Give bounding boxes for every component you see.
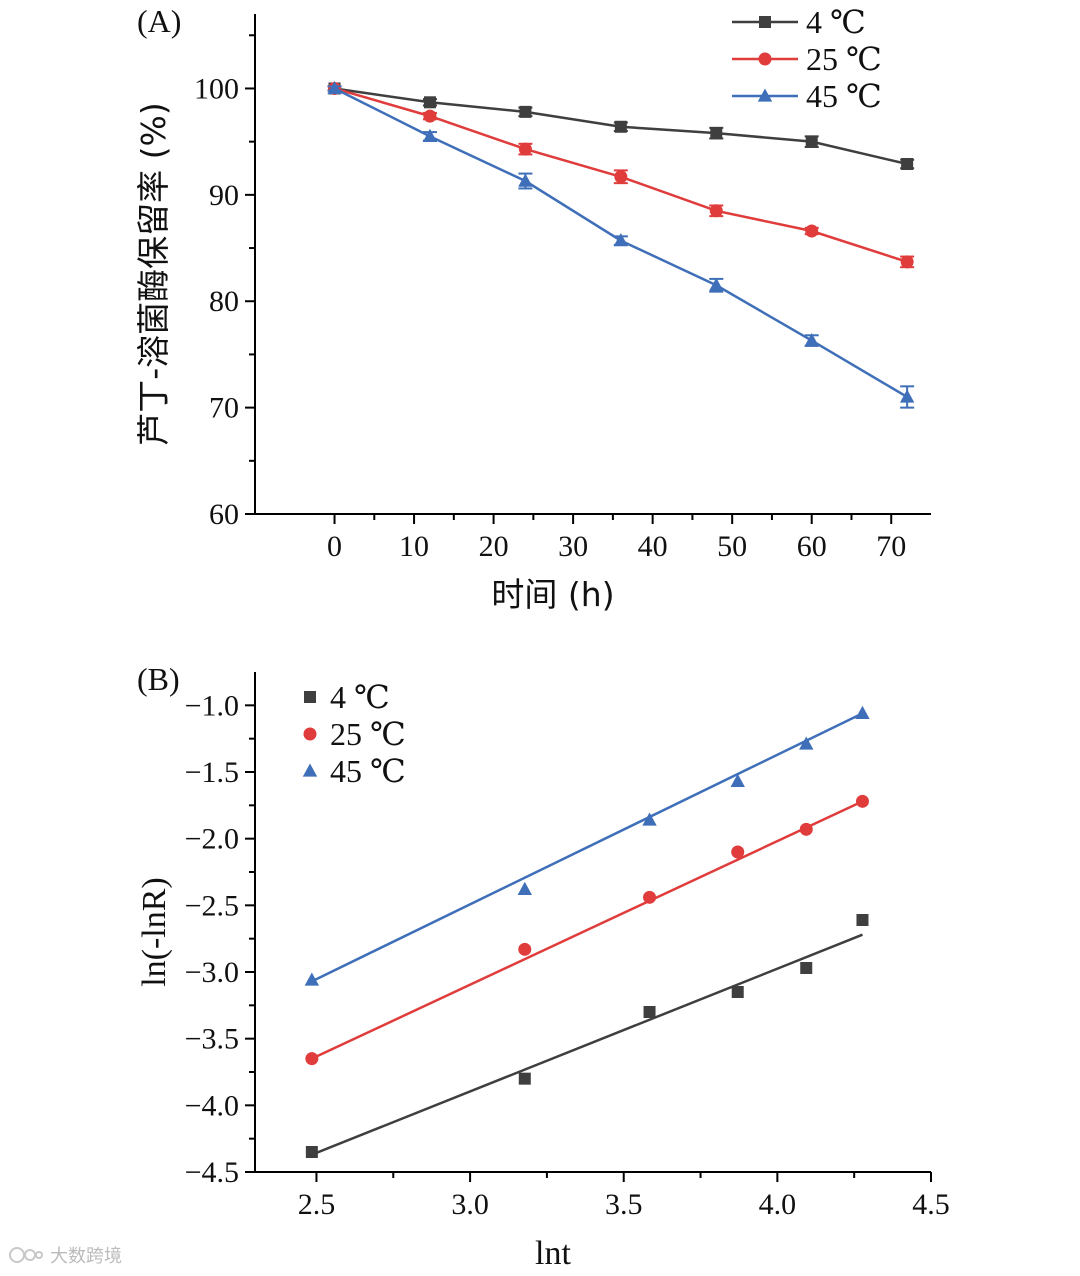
data-point [518, 173, 533, 187]
x-tick-label: 4.0 [759, 1188, 797, 1221]
legend-marker [759, 16, 771, 28]
panel-label: (A) [137, 3, 181, 39]
legend: 4 ℃25 ℃45 ℃ [302, 679, 406, 789]
x-tick-label: 60 [797, 530, 827, 563]
x-tick-label: 70 [876, 530, 906, 563]
series-3 [304, 705, 870, 986]
data-point [643, 1006, 656, 1018]
watermark-text: 大数跨境 [50, 1246, 122, 1267]
data-point [855, 705, 870, 720]
data-point [805, 224, 819, 238]
data-point [800, 962, 813, 974]
data-point [731, 986, 744, 998]
data-point [519, 105, 532, 118]
x-tick-label: 3.5 [605, 1188, 643, 1221]
y-tick-label: −2.5 [185, 889, 239, 922]
watermark: 大数跨境 [8, 1242, 122, 1268]
x-tick-label: 50 [717, 530, 747, 563]
data-point [730, 773, 745, 788]
watermark-logo-icon [9, 1247, 43, 1263]
data-point [614, 170, 628, 184]
y-tick-label: −1.0 [185, 689, 239, 722]
legend-label: 4 ℃ [330, 679, 390, 715]
y-tick-label: −4.5 [185, 1156, 239, 1189]
series-1 [327, 82, 915, 170]
series-1 [305, 914, 869, 1158]
legend-marker [302, 763, 318, 777]
series-2 [305, 794, 869, 1066]
data-point [305, 1146, 318, 1158]
data-point [899, 389, 915, 403]
data-point [423, 109, 437, 123]
data-point [614, 120, 627, 133]
x-tick-label: 10 [399, 530, 429, 563]
legend-label: 4 ℃ [806, 4, 866, 40]
data-point [327, 80, 342, 95]
data-point [518, 1072, 531, 1085]
data-point [613, 233, 629, 247]
legend-marker [757, 88, 773, 102]
y-tick-label: −2.0 [185, 823, 239, 856]
y-tick-label: 90 [209, 179, 239, 212]
data-point [518, 942, 532, 956]
x-axis-title: 时间 (h) [491, 575, 614, 614]
data-point [856, 914, 869, 926]
legend-label: 25 ℃ [806, 41, 882, 77]
data-point [304, 972, 320, 986]
x-tick-label: 3.0 [451, 1188, 489, 1221]
fit-line [311, 933, 863, 1156]
data-point [804, 333, 819, 347]
data-point [305, 1052, 319, 1066]
data-point [423, 96, 436, 109]
y-axis-title: ln(-lnR) [136, 877, 173, 987]
x-tick-label: 4.5 [912, 1188, 950, 1221]
data-point [710, 127, 723, 140]
data-point [799, 822, 813, 836]
data-point [518, 142, 532, 156]
legend-label: 25 ℃ [330, 716, 406, 752]
series-2 [327, 81, 915, 269]
data-point [805, 135, 818, 148]
data-point [643, 890, 657, 904]
legend-marker [303, 727, 317, 741]
legend-marker [758, 52, 772, 66]
y-tick-label: −1.5 [185, 756, 239, 789]
data-point [709, 204, 723, 218]
y-axis-title: 芦丁-溶菌酶保留率 (%) [134, 102, 173, 446]
data-point [799, 736, 814, 750]
y-tick-label: 80 [209, 285, 239, 318]
x-tick-label: 30 [558, 530, 588, 563]
y-tick-label: 100 [194, 72, 239, 105]
legend-marker [304, 691, 316, 703]
series-3 [327, 80, 915, 409]
y-tick-label: −4.0 [185, 1089, 239, 1122]
data-point [642, 812, 657, 826]
data-point [709, 277, 724, 291]
x-tick-label: 0 [327, 530, 342, 563]
panel-a: 0 10 20 30 40 50 60 70 60 70 80 90 100 (A) 时间 (h) 芦丁-溶菌… [134, 3, 931, 614]
legend-label: 45 ℃ [806, 78, 882, 114]
panel-label: (B) [137, 661, 180, 697]
legend: 4 ℃25 ℃45 ℃ [732, 4, 882, 114]
legend-label: 45 ℃ [330, 753, 406, 789]
y-tick-label: 60 [209, 498, 239, 531]
x-tick-label: 2.5 [298, 1188, 336, 1221]
x-axis-title: lnt [535, 1235, 571, 1272]
data-point [731, 845, 745, 859]
data-point [517, 881, 532, 896]
y-tick-label: 70 [209, 392, 239, 425]
y-tick-label: −3.5 [185, 1023, 239, 1056]
data-point [901, 158, 914, 170]
x-tick-label: 40 [638, 530, 668, 563]
data-point [855, 794, 869, 808]
panel-b: 2.5 3.0 3.5 4.0 4.5 −4.5 −4.0 −3.5 −3.0 −2.5 −2.0 −… [136, 661, 950, 1272]
data-point [900, 255, 914, 269]
fit-line [311, 800, 864, 1060]
data-point [422, 128, 438, 143]
x-tick-label: 20 [479, 530, 509, 563]
y-tick-label: −3.0 [185, 956, 239, 989]
fit-line [311, 712, 864, 983]
